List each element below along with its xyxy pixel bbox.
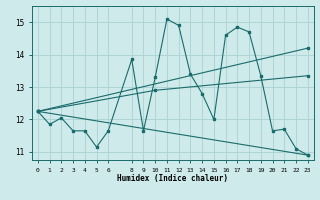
X-axis label: Humidex (Indice chaleur): Humidex (Indice chaleur): [117, 174, 228, 183]
